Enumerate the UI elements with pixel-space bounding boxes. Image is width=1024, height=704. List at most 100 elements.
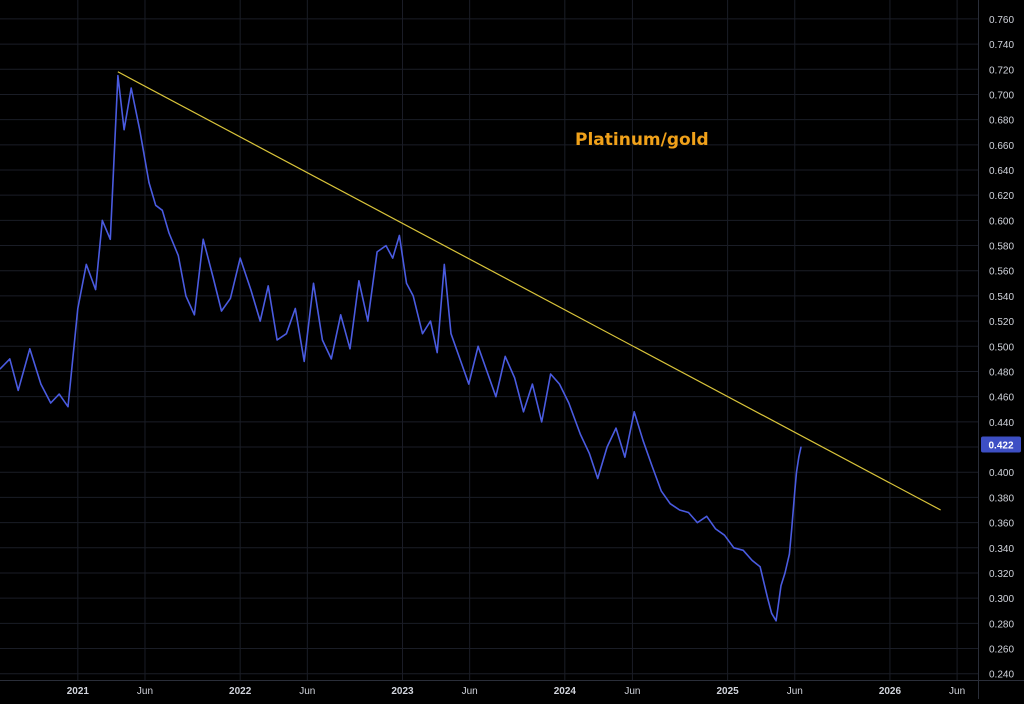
data-point [340, 314, 342, 316]
data-point [421, 333, 424, 335]
data-point [398, 234, 400, 237]
data-point [429, 320, 432, 322]
data-point [522, 411, 525, 413]
data-point [558, 383, 561, 385]
data-point [376, 251, 378, 253]
x-tick-label: Jun [137, 686, 153, 697]
y-tick-label: 0.640 [989, 166, 1014, 177]
data-point [687, 511, 690, 514]
data-point [459, 358, 461, 360]
data-point [651, 465, 653, 467]
y-tick-label: 0.520 [989, 317, 1014, 328]
data-point [660, 490, 662, 492]
data-point [312, 282, 315, 284]
x-tick-label: Jun [624, 686, 640, 697]
data-point [321, 339, 324, 341]
y-tick-label: 0.400 [989, 468, 1014, 479]
data-point [139, 129, 141, 131]
chart-annotation: Platinum/gold [575, 130, 709, 150]
data-point [385, 244, 387, 247]
data-point [794, 490, 796, 492]
y-tick-label: 0.480 [989, 367, 1014, 378]
data-point [130, 87, 132, 89]
data-point [161, 209, 163, 211]
data-point [513, 377, 516, 379]
y-tick-label: 0.320 [989, 569, 1014, 580]
data-point [669, 503, 671, 505]
y-tick-label: 0.760 [989, 15, 1014, 26]
data-point [624, 456, 626, 458]
y-tick-label: 0.460 [989, 393, 1014, 404]
data-point [58, 393, 60, 395]
x-tick-label: 2025 [716, 686, 739, 697]
data-point [40, 383, 42, 385]
x-tick-label: 2026 [879, 686, 902, 697]
data-point [193, 314, 195, 316]
y-tick-label: 0.700 [989, 90, 1014, 101]
data-point [597, 477, 599, 480]
data-point [642, 440, 644, 442]
data-point [220, 310, 223, 312]
y-tick-label: 0.660 [989, 141, 1014, 152]
y-tick-label: 0.500 [989, 342, 1014, 353]
y-tick-label: 0.280 [989, 619, 1014, 630]
series-line-platinum-gold [0, 74, 802, 622]
data-point [212, 276, 214, 278]
data-point [330, 358, 332, 360]
x-tick-label: Jun [462, 686, 478, 697]
data-point [468, 383, 470, 385]
y-tick-label: 0.260 [989, 645, 1014, 656]
data-point [486, 370, 488, 373]
last-value-badge [981, 436, 1021, 453]
y-tick-label: 0.440 [989, 418, 1014, 429]
data-point [678, 509, 681, 511]
data-point [239, 257, 241, 259]
data-point [177, 255, 179, 257]
data-point [294, 307, 296, 310]
data-point [155, 204, 157, 206]
data-point [733, 547, 735, 549]
y-tick-label: 0.340 [989, 544, 1014, 555]
data-point [633, 411, 635, 413]
data-point [185, 295, 187, 297]
data-point [784, 572, 786, 574]
x-tick-label: 2024 [554, 686, 577, 697]
series-layer [0, 74, 802, 622]
data-point [9, 358, 11, 360]
data-point [696, 521, 698, 524]
data-point [77, 307, 79, 310]
data-point [148, 181, 150, 184]
x-tick-label: 2023 [391, 686, 414, 697]
data-point [504, 355, 506, 357]
data-point [67, 406, 69, 408]
data-point [412, 295, 414, 297]
data-point [615, 427, 617, 429]
data-point [798, 456, 800, 458]
data-point [202, 238, 204, 240]
data-point [367, 320, 369, 322]
data-point [800, 446, 802, 448]
x-tick-label: Jun [299, 686, 315, 697]
data-point [285, 333, 288, 335]
grid [0, 0, 978, 680]
data-point [85, 263, 87, 266]
data-point [788, 553, 791, 555]
data-point [775, 620, 777, 622]
data-point [723, 534, 726, 536]
data-point [358, 280, 360, 282]
x-tick-label: 2022 [229, 686, 252, 697]
data-point [123, 129, 125, 131]
data-point [443, 263, 445, 266]
y-tick-label: 0.720 [989, 65, 1014, 76]
data-point [0, 368, 1, 370]
data-point [759, 566, 761, 568]
data-point [95, 289, 97, 291]
data-point [349, 348, 351, 350]
data-point [276, 339, 278, 341]
trendline-layer [117, 71, 941, 511]
y-tick-label: 0.780 [989, 0, 1014, 1]
data-point [795, 471, 798, 473]
